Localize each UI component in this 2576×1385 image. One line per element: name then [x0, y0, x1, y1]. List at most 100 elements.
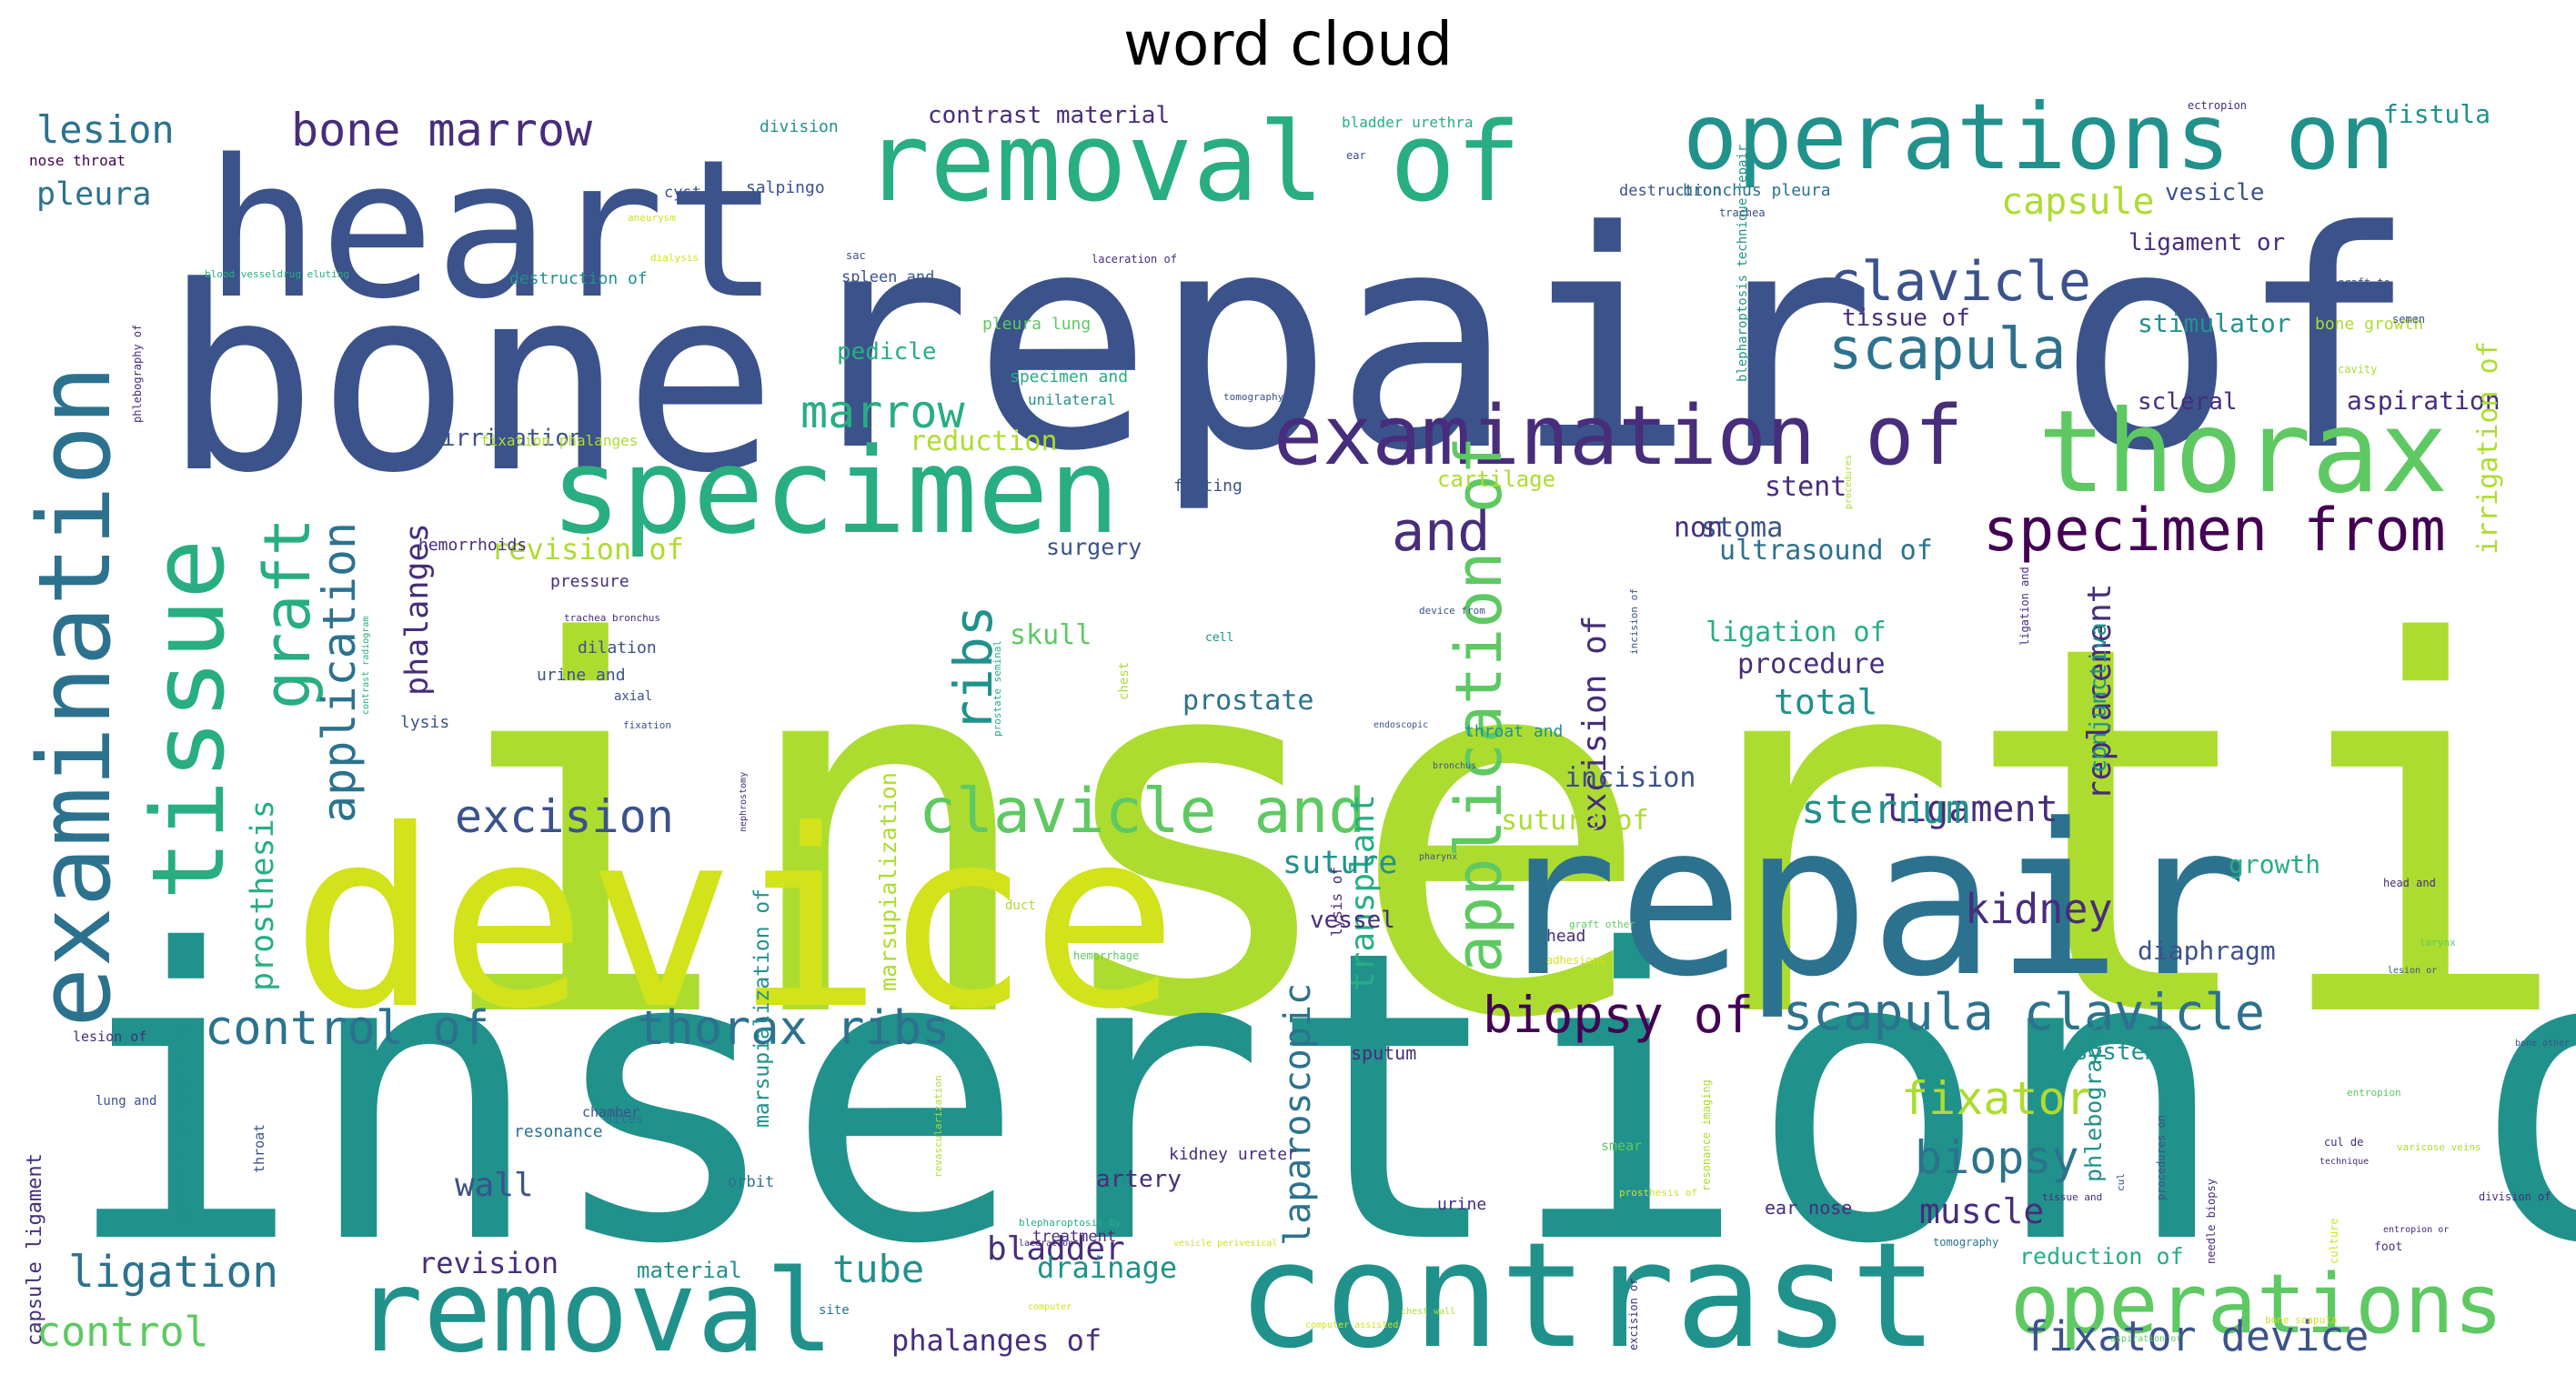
word-ligation: ligation [68, 1247, 278, 1298]
word-reduction: reduction [910, 426, 1058, 457]
word-marsupialization-of: marsupialization of [750, 888, 774, 1128]
word-tissue: tissue [130, 539, 247, 900]
word-suture-of: suture of [1501, 805, 1649, 837]
word-throat-and: throat and [1464, 722, 1563, 741]
word-ligation-and: ligation and [2018, 567, 2031, 646]
word-incision: incision [1565, 762, 1696, 794]
word-operations-on: operations on [1683, 84, 2395, 190]
word-pedicle: pedicle [837, 338, 937, 366]
word-throat: throat [251, 1124, 267, 1173]
word-clavicle-and: clavicle and [919, 776, 1365, 848]
word-clavicle: clavicle [1828, 250, 2091, 314]
word-removal-of: removal of [864, 100, 1521, 226]
word-sac: sac [846, 249, 866, 262]
word-tomography-of: tomography of [1223, 391, 1302, 403]
chart-title: word cloud [1123, 9, 1453, 79]
word-removal: removal [355, 1246, 834, 1378]
word-ear-nose: ear nose [1765, 1197, 1852, 1219]
word-ligament: ligament [1883, 788, 2058, 830]
word-foot: foot [2374, 1240, 2402, 1254]
word-head-and: head and [2383, 877, 2436, 889]
word-irrigation: irrigation [441, 425, 584, 452]
word-urine: urine [1437, 1195, 1486, 1214]
word-device-from: device from [1419, 605, 1485, 617]
word-bladder: bladder [987, 1230, 1125, 1268]
word-reduction-of: reduction of [2019, 1243, 2184, 1270]
word-scapula-clavicle: scapula clavicle [1783, 983, 2265, 1041]
word-ligament-or: ligament or [2128, 229, 2285, 256]
word-bone-scapula: bone scapula [2265, 1314, 2337, 1326]
word-pharynx: pharynx [1419, 852, 1457, 862]
word-biopsy-of: biopsy of [1483, 986, 1754, 1044]
word-vesicle: vesicle [2165, 179, 2265, 206]
word-excision-or: excision or [1627, 1279, 1640, 1350]
word-culture: culture [2328, 1218, 2340, 1264]
word-specimen-and: specimen and [1010, 367, 1128, 386]
word-cartilage: cartilage [1437, 467, 1555, 492]
word-laceration: laceration [1019, 1239, 1073, 1249]
word-treatment: treatment [1032, 1228, 1116, 1246]
word-contrast-material: contrast material [928, 102, 1170, 129]
word-contrast: contrast [1237, 1210, 1938, 1380]
word-examination: examination [16, 366, 133, 1028]
word-excision: excision [455, 790, 674, 843]
word-stimulator: stimulator [2138, 308, 2291, 338]
word-site: site [819, 1303, 850, 1318]
word-thorax: thorax [2038, 386, 2449, 518]
word-procedure: procedure [1737, 648, 1886, 680]
word-kidney: kidney [1965, 885, 2113, 933]
word-division: division [760, 117, 839, 136]
word-scapula: scapula [1828, 316, 2066, 382]
word-ear: ear [1346, 149, 1366, 162]
word-dilation: dilation [578, 638, 657, 657]
word-aspiration: aspiration [2347, 386, 2501, 416]
word-prosthesis-of: prosthesis of [1619, 1187, 1697, 1199]
word-fitting: fitting [1173, 477, 1243, 496]
word-smear: smear [1601, 1138, 1642, 1154]
word-trachea-bronchus: trachea bronchus [564, 612, 660, 624]
word-varicose-veins: varicose veins [2397, 1141, 2481, 1153]
word-specimen-from: specimen from [1983, 497, 2446, 565]
word-graft-other: graft other [1569, 918, 1635, 930]
word-diaphragm: diaphragm [2138, 936, 2276, 966]
word-endoscopic: endoscopic [1374, 720, 1428, 730]
word-computer: computer [1028, 1302, 1072, 1312]
word-non: non [1674, 512, 1723, 544]
word-cyst: cyst [664, 184, 701, 202]
word-scleral: scleral [2138, 388, 2238, 416]
word-cul: cul [2115, 1173, 2127, 1191]
word-total: total [1774, 682, 1877, 722]
word-lesion-of: lesion of [73, 1029, 146, 1045]
word-aspiration-of: aspiration of [2110, 1334, 2181, 1344]
word-resonance-imaging: resonance imaging [1700, 1079, 1713, 1191]
word-bone-marrow: bone marrow [291, 104, 593, 156]
word-dialysis: dialysis [650, 252, 699, 264]
word-ectropion: ectropion [2188, 99, 2247, 112]
word-marrow: marrow [800, 386, 966, 438]
word-replacement: replacement [2081, 584, 2118, 800]
word-chamber: chamber [582, 1104, 639, 1120]
word-surgery: surgery [1046, 534, 1142, 560]
word-prosthesis: prosthesis [245, 799, 281, 991]
word-cell: cell [1205, 631, 1233, 645]
word-system: system [2074, 1039, 2159, 1066]
word-tissue-of: tissue of [1842, 305, 1970, 332]
word-capsule-ligament: capsule ligament [24, 1153, 46, 1346]
word-spleen-and: spleen and [841, 268, 934, 286]
word-tomography: tomography [1933, 1236, 1998, 1249]
word-resonance: resonance [514, 1122, 603, 1141]
word-urine-and: urine and [537, 666, 626, 685]
word-sputum: sputum [1351, 1042, 1416, 1064]
word-duct: duct [1005, 898, 1036, 913]
word-computer-assisted: computer assisted [1305, 1320, 1398, 1330]
word-specimen: specimen [550, 422, 1120, 560]
word-wall: wall [455, 1167, 534, 1204]
word-muscle: muscle [1919, 1191, 2044, 1231]
word-fixation-phalanges: fixation phalanges [480, 432, 638, 449]
word-drainage: drainage [1037, 1250, 1177, 1285]
word-cavity: cavity [2338, 363, 2377, 376]
word-needle-biopsy: needle biopsy [2205, 1179, 2218, 1264]
word-fixator-device: fixator device [2024, 1312, 2369, 1360]
word-lung-and: lung and [96, 1094, 156, 1109]
